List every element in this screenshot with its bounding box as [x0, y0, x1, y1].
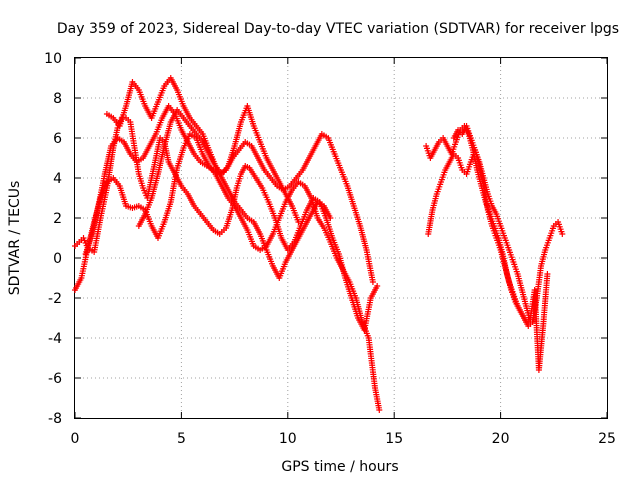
data-point-marker [327, 215, 334, 221]
data-point-marker [376, 407, 383, 413]
y-tick-label: 6 [53, 131, 62, 147]
y-tick-label: -2 [48, 291, 62, 307]
data-point-marker [544, 271, 551, 277]
x-tick-label: 20 [492, 431, 510, 447]
y-tick-label: -8 [48, 411, 62, 427]
y-tick-label: 4 [53, 171, 62, 187]
y-tick-label: 0 [53, 251, 62, 267]
y-tick-label: -6 [48, 371, 62, 387]
data-point-marker [374, 283, 381, 289]
y-tick-label: 10 [44, 51, 62, 67]
x-tick-label: 10 [279, 431, 297, 447]
x-tick-label: 25 [598, 431, 616, 447]
x-axis-label: GPS time / hours [281, 459, 398, 475]
data-point-marker [369, 279, 376, 285]
data-point-marker [527, 319, 534, 325]
y-tick-label: -4 [48, 331, 62, 347]
x-tick-label: 5 [177, 431, 186, 447]
y-tick-label: 8 [53, 91, 62, 107]
x-tick-label: 0 [71, 431, 80, 447]
data-point-marker [295, 219, 302, 225]
chart-title: Day 359 of 2023, Sidereal Day-to-day VTE… [57, 21, 619, 37]
axis-ticks: 0 5 10 15 20 25 -8 -6 -4 -2 0 2 4 6 8 10 [44, 51, 616, 447]
data-point-marker [559, 231, 566, 237]
y-tick-label: 2 [53, 211, 62, 227]
x-tick-label: 15 [385, 431, 403, 447]
plot-frame [74, 57, 608, 419]
y-axis-label: SDTVAR / TECUs [7, 181, 23, 296]
data-points [72, 75, 566, 413]
